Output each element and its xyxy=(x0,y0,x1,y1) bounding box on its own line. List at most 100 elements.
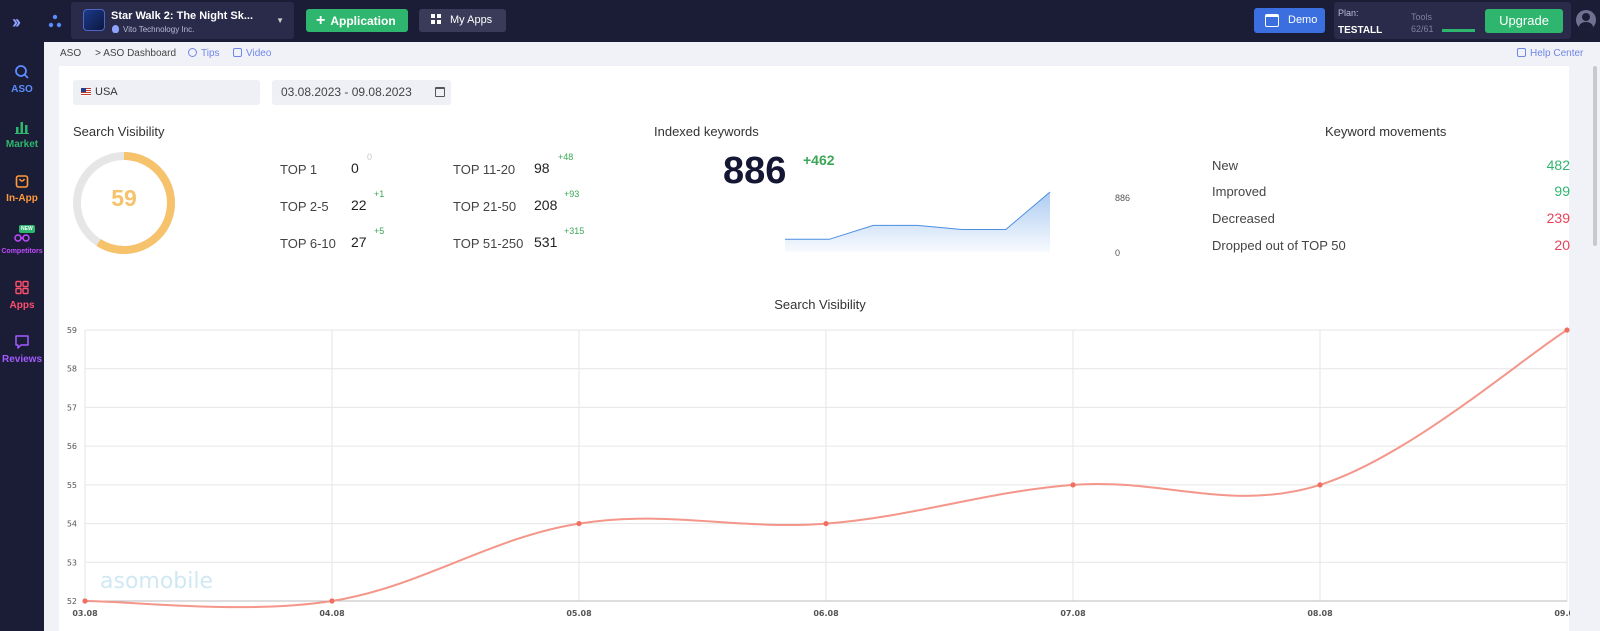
content-background xyxy=(44,42,1600,66)
top-2-5-delta: +1 xyxy=(374,189,385,199)
y-tick-label: 55 xyxy=(67,481,77,490)
country-select[interactable]: USA ★ ⌄ xyxy=(73,80,325,105)
breadcrumb-root[interactable]: ASO xyxy=(60,48,82,59)
app-icon xyxy=(83,9,105,31)
date-range-value: 03.08.2023 - 09.08.2023 xyxy=(281,85,412,99)
top-21-50-label: TOP 21-50 xyxy=(453,199,517,214)
top-1-delta: 0 xyxy=(367,152,373,162)
grid-icon xyxy=(431,14,441,24)
help-center-label: Help Center xyxy=(1530,48,1584,59)
top-51-250-delta: +315 xyxy=(564,226,585,236)
add-application-button[interactable]: + Application xyxy=(306,9,408,32)
grid-icon xyxy=(15,280,29,295)
content-gutter-left xyxy=(44,42,59,631)
sidebar-item-in-app[interactable]: In-App xyxy=(0,173,44,204)
top-21-50-value: 208 xyxy=(534,197,558,213)
y-tick-label: 59 xyxy=(67,326,77,335)
top-51-250-value: 531 xyxy=(534,234,558,250)
plan-value: TESTALL xyxy=(1338,25,1383,36)
upgrade-button[interactable]: Upgrade xyxy=(1485,9,1563,33)
y-tick-label: 57 xyxy=(67,403,77,412)
us-flag-icon xyxy=(81,88,91,96)
y-tick-label: 52 xyxy=(67,597,77,606)
data-point xyxy=(1317,482,1323,488)
sidebar-item-label: ASO xyxy=(11,84,33,95)
video-icon xyxy=(233,48,242,57)
app-selector[interactable]: Star Walk 2: The Night Sk... Vito Techno… xyxy=(71,2,294,39)
movement-row-decreased: Decreased 239 xyxy=(1212,210,1570,226)
x-tick-label: 06.08 xyxy=(813,609,839,618)
country-value: USA xyxy=(95,86,118,98)
top-2-5-label: TOP 2-5 xyxy=(280,199,329,214)
sidebar-item-competitors[interactable]: NEW Competitors xyxy=(0,225,44,255)
sparkline-line xyxy=(785,191,1051,240)
developer-name: Vito Technology Inc. xyxy=(123,25,195,34)
shopping-bag-icon xyxy=(15,175,29,188)
movement-value: 99 xyxy=(1554,183,1570,199)
calendar-icon xyxy=(1265,14,1279,27)
sidebar-item-label: Apps xyxy=(9,300,35,311)
indexed-keywords-delta: +462 xyxy=(803,152,835,168)
gauge-fill xyxy=(73,152,175,254)
chart-title: Search Visibility xyxy=(774,297,866,312)
movement-row-dropped: Dropped out of TOP 50 20 xyxy=(1212,237,1570,253)
top-1-label: TOP 1 xyxy=(280,162,318,177)
video-link[interactable]: Video xyxy=(233,48,271,59)
tools-label: Tools xyxy=(1411,12,1433,22)
search-visibility-title: Search Visibility xyxy=(73,124,165,139)
apple-icon xyxy=(112,25,119,33)
app-name: Star Walk 2: The Night Sk... xyxy=(111,10,254,22)
search-icon xyxy=(15,65,29,79)
avatar[interactable] xyxy=(1576,10,1596,30)
x-tick-label: 05.08 xyxy=(566,609,592,618)
my-apps-button[interactable]: My Apps xyxy=(419,9,506,32)
top-11-20-value: 98 xyxy=(534,160,550,176)
new-badge: NEW xyxy=(19,225,35,233)
logo-icon[interactable] xyxy=(48,14,62,28)
x-tick-label: 03.08 xyxy=(72,609,98,618)
book-icon xyxy=(1517,48,1526,57)
indexed-keywords-sparkline xyxy=(785,191,1051,252)
help-center-link[interactable]: Help Center xyxy=(1517,48,1583,59)
tips-label: Tips xyxy=(201,48,220,59)
data-point xyxy=(823,520,829,527)
y-tick-label: 54 xyxy=(67,520,77,529)
sparkline-max-label: 886 xyxy=(1115,193,1131,203)
keyword-movements-title: Keyword movements xyxy=(1325,124,1447,139)
x-tick-label: 04.08 xyxy=(319,609,345,618)
breadcrumb: ASO > ASO Dashboard xyxy=(60,48,176,59)
chevron-down-icon[interactable]: ▼ xyxy=(276,16,284,25)
y-tick-label: 56 xyxy=(67,442,77,451)
top-21-50-delta: +93 xyxy=(564,189,580,199)
plus-icon: + xyxy=(316,12,326,29)
add-application-label: Application xyxy=(330,14,396,28)
sidebar-item-market[interactable]: Market xyxy=(0,119,44,150)
top-bar: ›› Star Walk 2: The Night Sk... Vito Tec… xyxy=(0,0,1600,42)
chat-icon xyxy=(15,335,29,349)
expand-sidebar-icon[interactable]: ›› xyxy=(12,12,21,32)
data-point xyxy=(82,598,88,604)
dashboard-panel xyxy=(59,66,1569,631)
top-1-value: 0 xyxy=(351,160,359,176)
help-circle-icon xyxy=(188,48,197,57)
demo-button[interactable]: Demo xyxy=(1254,8,1325,33)
top-2-5-value: 22 xyxy=(351,197,367,213)
movement-row-improved: Improved 99 xyxy=(1212,183,1570,199)
date-range-picker[interactable]: 03.08.2023 - 09.08.2023 xyxy=(272,80,451,105)
sidebar-item-apps[interactable]: Apps xyxy=(0,280,44,311)
indexed-keywords-value: 886 xyxy=(723,150,787,192)
video-label: Video xyxy=(246,48,272,59)
indexed-keywords-title: Indexed keywords xyxy=(654,124,759,139)
sidebar-item-aso[interactable]: ASO xyxy=(0,64,44,95)
sidebar-item-label: Competitors xyxy=(1,248,43,255)
sidebar-item-reviews[interactable]: Reviews xyxy=(0,334,44,365)
top-11-20-label: TOP 11-20 xyxy=(453,162,516,177)
tips-link[interactable]: Tips xyxy=(188,48,220,59)
y-tick-label: 58 xyxy=(67,365,77,374)
watermark: asomobile xyxy=(100,569,213,594)
calendar-icon xyxy=(435,87,445,97)
glasses-icon xyxy=(14,234,30,242)
sidebar: ASO Market In-App NEW Competitors Apps R… xyxy=(0,42,44,631)
movement-label: Decreased xyxy=(1212,211,1275,226)
scrollbar[interactable] xyxy=(1593,66,1597,246)
